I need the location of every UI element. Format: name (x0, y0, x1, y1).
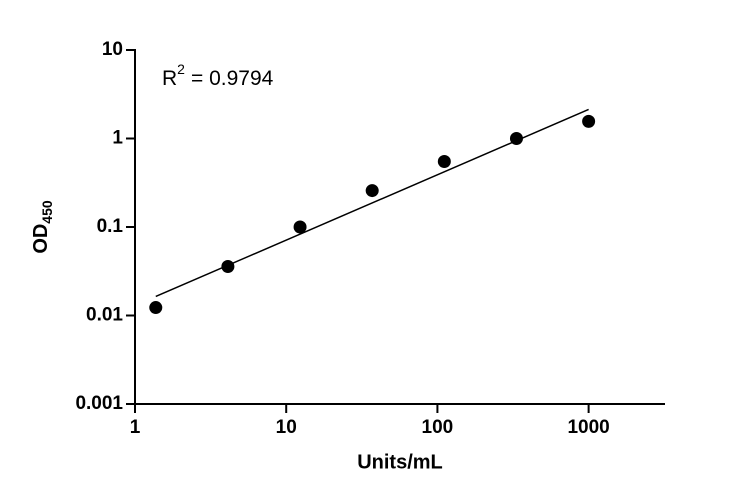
annotation-base: R (162, 67, 177, 90)
fit-line (155, 108, 589, 298)
data-point (582, 114, 596, 128)
data-point (221, 259, 235, 273)
y-label-sub: 450 (39, 200, 55, 224)
annotation-sup: 2 (177, 61, 185, 77)
y-label-base: OD (30, 224, 52, 254)
y-axis-label: OD450 (30, 200, 54, 254)
y-tick-label: 0.1 (97, 216, 124, 237)
data-point (149, 301, 163, 315)
y-tick-label: 10 (102, 39, 123, 60)
x-axis-label: Units/mL (357, 451, 443, 473)
annotation: R2 = 0.9794 (162, 61, 274, 90)
x-tick-label: 100 (422, 417, 454, 438)
x-tick-label: 1000 (567, 417, 609, 438)
y-tick-label: 0.001 (75, 393, 123, 414)
x-tick-label: 1 (130, 417, 141, 438)
data-point (437, 154, 451, 168)
y-tick-label: 0.01 (86, 305, 123, 326)
data-point (365, 184, 379, 198)
data-point (509, 132, 523, 145)
x-tick-label: 10 (276, 417, 297, 438)
annotation-text: = 0.9794 (191, 67, 274, 90)
data-point (293, 220, 307, 234)
y-tick-label: 1 (112, 128, 123, 149)
